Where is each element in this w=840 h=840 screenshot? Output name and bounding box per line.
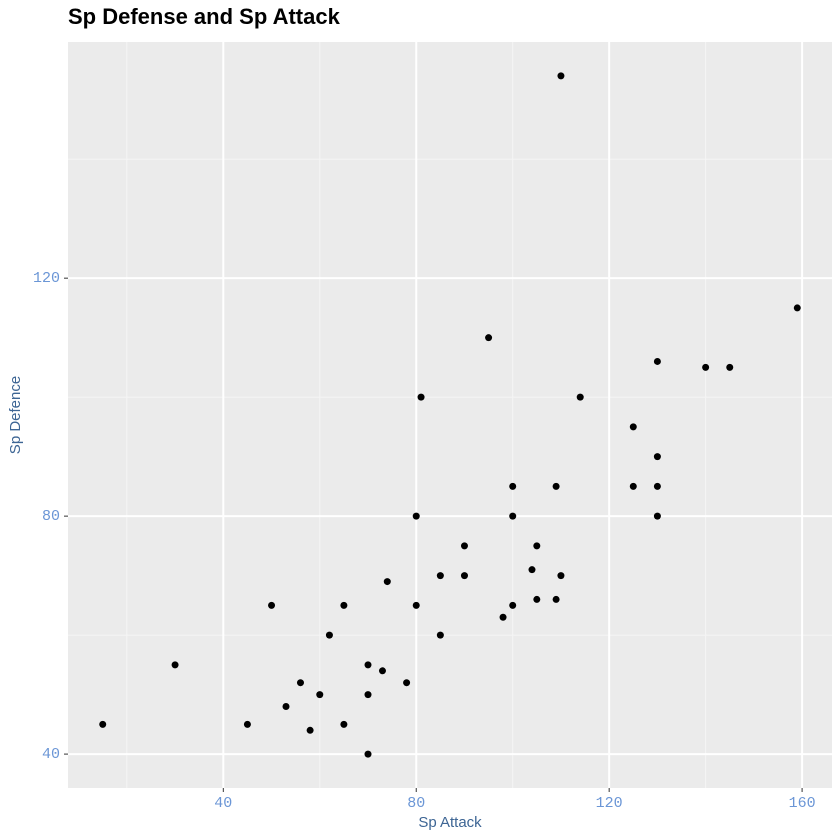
point (340, 601, 348, 609)
point (509, 601, 517, 609)
point (340, 720, 348, 728)
point (499, 613, 507, 621)
point (296, 679, 304, 687)
x-tick-label: 120 (596, 795, 623, 812)
point (436, 631, 444, 639)
panel (68, 42, 832, 788)
point (325, 631, 333, 639)
point (412, 512, 420, 520)
point (552, 482, 560, 490)
y-tick-label: 80 (42, 508, 60, 525)
point (629, 482, 637, 490)
point (653, 512, 661, 520)
point (436, 572, 444, 580)
y-tick-label: 40 (42, 746, 60, 763)
x-tick-label: 80 (407, 795, 425, 812)
point (528, 566, 536, 574)
point (509, 482, 517, 490)
point (533, 542, 541, 550)
point (702, 363, 710, 371)
point (460, 572, 468, 580)
point (243, 720, 251, 728)
point (552, 595, 560, 603)
point (629, 423, 637, 431)
point (383, 578, 391, 586)
point (557, 72, 565, 80)
point (793, 304, 801, 312)
point (282, 702, 290, 710)
point (316, 691, 324, 699)
point (268, 601, 276, 609)
point (364, 691, 372, 699)
point (576, 393, 584, 401)
point (509, 512, 517, 520)
point (306, 726, 314, 734)
chart-title: Sp Defense and Sp Attack (68, 4, 341, 29)
point (653, 453, 661, 461)
x-tick-label: 40 (214, 795, 232, 812)
x-tick-label: 160 (789, 795, 816, 812)
point (653, 357, 661, 365)
point (364, 661, 372, 669)
point (557, 572, 565, 580)
point (485, 334, 493, 342)
point (171, 661, 179, 669)
point (726, 363, 734, 371)
point (417, 393, 425, 401)
point (460, 542, 468, 550)
point (533, 595, 541, 603)
point (99, 720, 107, 728)
x-axis-title: Sp Attack (418, 814, 482, 831)
point (378, 667, 386, 675)
y-tick-label: 120 (33, 270, 60, 287)
point (653, 482, 661, 490)
point (364, 750, 372, 758)
point (403, 679, 411, 687)
point (412, 601, 420, 609)
y-axis-title: Sp Defence (7, 376, 24, 454)
